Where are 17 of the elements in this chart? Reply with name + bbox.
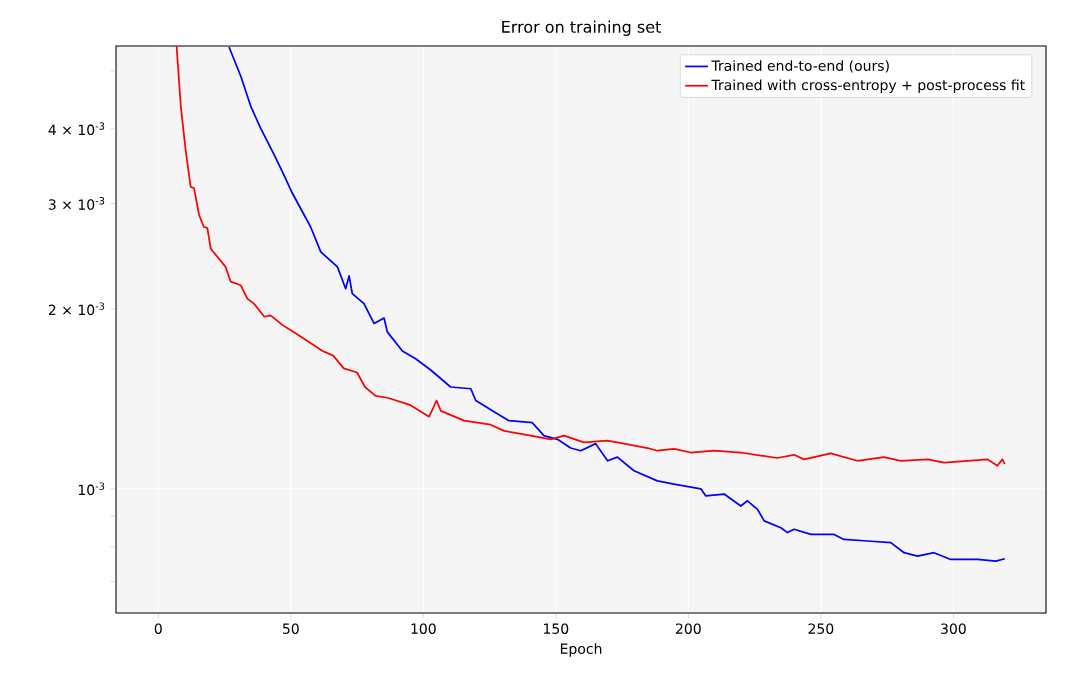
chart-title: Error on training set <box>502 20 661 36</box>
y-tick-label: 4 × 10$^{-3}$ <box>48 122 105 136</box>
y-tick-label: 10$^{-3}$ <box>78 482 105 496</box>
line-series <box>175 46 1006 467</box>
legend-label: Trained end-to-end (ours) <box>711 60 889 73</box>
x-tick-label: 300 <box>941 623 966 634</box>
x-axis-title: Epoch <box>560 643 602 657</box>
y-tick-label: 3 × 10$^{-3}$ <box>48 197 105 210</box>
x-tick-label: 100 <box>411 623 436 634</box>
x-tick-label: 50 <box>282 623 299 634</box>
legend-label: Trained with cross-entropy + post-process fit <box>711 79 1025 93</box>
line-series <box>228 46 1006 563</box>
x-tick-label: 150 <box>544 623 569 634</box>
x-tick-label: 0 <box>154 623 162 634</box>
x-tick-label: 250 <box>808 623 834 634</box>
y-tick-label: 2 × 10$^{-3}$ <box>48 302 105 316</box>
x-tick-label: 200 <box>676 623 701 634</box>
